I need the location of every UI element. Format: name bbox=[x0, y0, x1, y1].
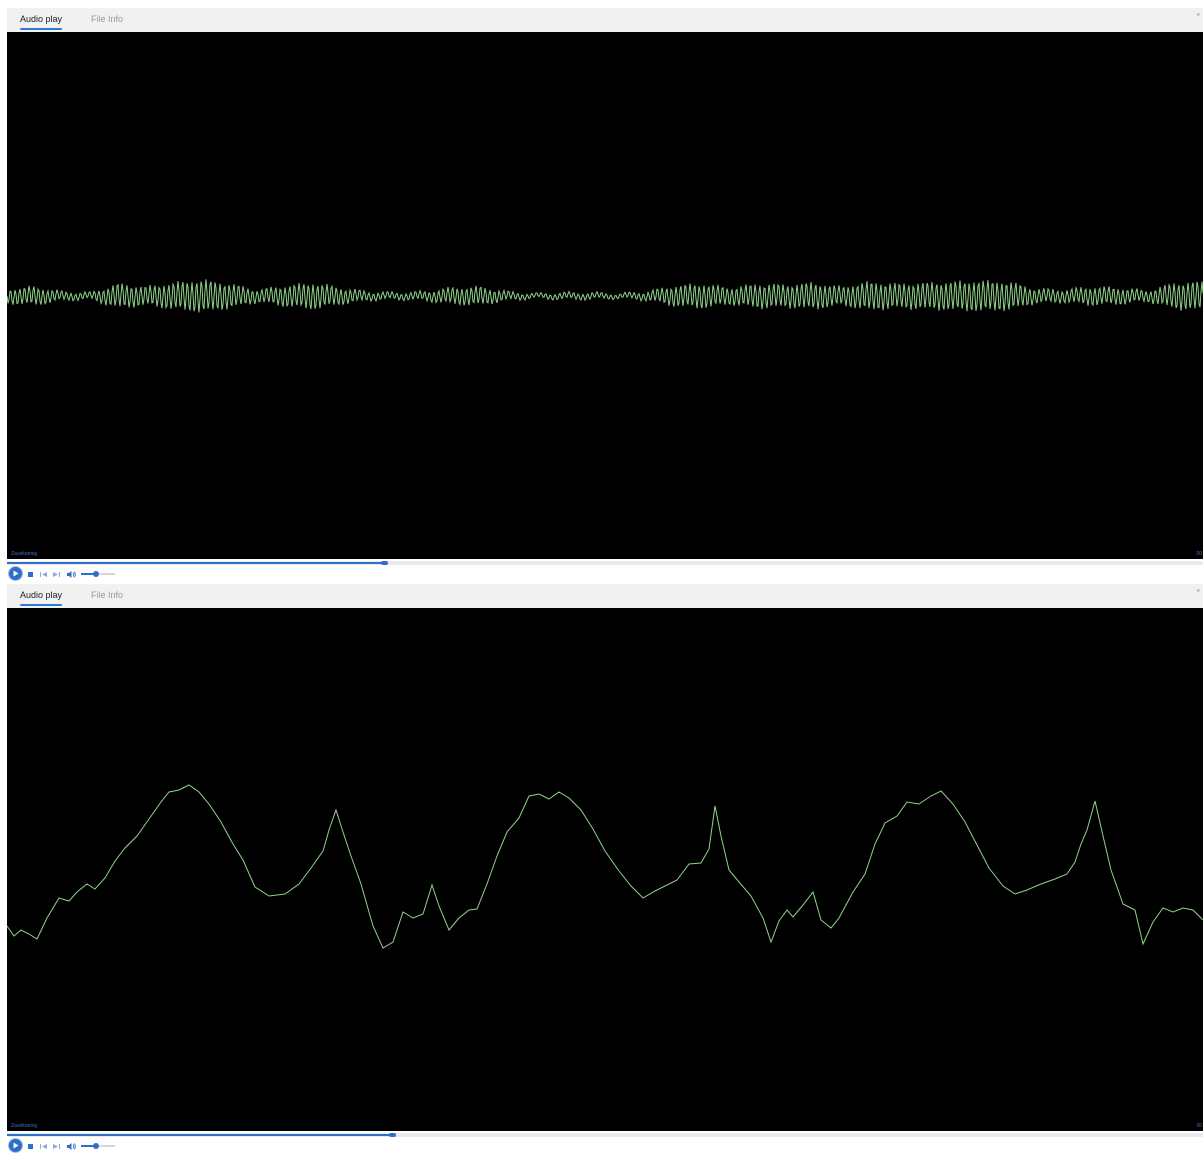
oscilloscope-view: Zaunkoenig 00 bbox=[7, 32, 1203, 559]
speaker-icon bbox=[66, 570, 76, 578]
next-icon bbox=[53, 1143, 60, 1149]
mute-button[interactable] bbox=[66, 1140, 76, 1152]
chevron-down-icon[interactable]: ▾ bbox=[1196, 588, 1200, 595]
seek-bar[interactable] bbox=[7, 561, 1203, 565]
volume-level bbox=[81, 573, 97, 575]
audio-player-1: Audio play File Info ▾ Zaunkoenig 00 bbox=[7, 8, 1203, 584]
volume-handle[interactable] bbox=[93, 571, 100, 577]
chevron-down-icon[interactable]: ▾ bbox=[1196, 12, 1200, 19]
next-button[interactable] bbox=[52, 1140, 61, 1152]
tab-audio-play[interactable]: Audio play bbox=[20, 589, 63, 606]
previous-icon bbox=[40, 571, 47, 577]
previous-button[interactable] bbox=[39, 568, 48, 580]
seek-progress bbox=[7, 562, 384, 564]
seek-bar[interactable] bbox=[7, 1133, 1203, 1137]
active-tab-indicator bbox=[20, 604, 63, 606]
waveform-line bbox=[7, 279, 1203, 313]
next-button[interactable] bbox=[52, 568, 61, 580]
track-name: Zaunkoenig bbox=[11, 551, 38, 557]
previous-icon bbox=[40, 1143, 47, 1149]
track-name: Zaunkoenig bbox=[11, 1123, 38, 1129]
seek-handle[interactable] bbox=[380, 561, 388, 565]
waveform-plot bbox=[7, 784, 1203, 949]
tab-file-info-label: File Info bbox=[91, 14, 124, 24]
stop-icon bbox=[28, 1143, 33, 1149]
tab-bar: Audio play File Info ▾ bbox=[7, 8, 1203, 33]
play-button[interactable] bbox=[9, 1139, 22, 1152]
next-icon bbox=[53, 571, 60, 577]
waveform-plot bbox=[7, 279, 1203, 313]
audio-player-2: Audio play File Info ▾ Zaunkoenig 00 bbox=[7, 584, 1203, 1156]
seek-progress bbox=[7, 1134, 393, 1136]
volume-slider[interactable] bbox=[81, 571, 115, 577]
tab-file-info[interactable]: File Info bbox=[91, 589, 123, 601]
volume-level bbox=[81, 1145, 97, 1147]
tab-audio-play[interactable]: Audio play bbox=[20, 13, 63, 30]
waveform-line bbox=[7, 784, 1203, 949]
speaker-icon bbox=[66, 1142, 76, 1150]
tab-file-info[interactable]: File Info bbox=[91, 13, 123, 25]
volume-handle[interactable] bbox=[93, 1143, 100, 1149]
tab-audio-play-label: Audio play bbox=[20, 14, 63, 24]
mute-button[interactable] bbox=[66, 568, 76, 580]
tab-audio-play-label: Audio play bbox=[20, 590, 63, 600]
end-time: 00 bbox=[1196, 551, 1202, 557]
volume-slider[interactable] bbox=[81, 1143, 115, 1149]
stop-button[interactable] bbox=[27, 568, 34, 580]
transport-controls bbox=[7, 566, 1203, 582]
tab-bar: Audio play File Info ▾ bbox=[7, 584, 1203, 609]
end-time: 00 bbox=[1196, 1123, 1202, 1129]
play-icon bbox=[13, 1142, 19, 1149]
stop-icon bbox=[28, 571, 33, 577]
oscilloscope-view: Zaunkoenig 00 bbox=[7, 608, 1203, 1131]
seek-handle[interactable] bbox=[389, 1133, 397, 1137]
previous-button[interactable] bbox=[39, 1140, 48, 1152]
play-icon bbox=[13, 570, 19, 577]
active-tab-indicator bbox=[20, 28, 63, 30]
tab-file-info-label: File Info bbox=[91, 590, 124, 600]
transport-controls bbox=[7, 1138, 1203, 1154]
play-button[interactable] bbox=[9, 567, 22, 580]
stop-button[interactable] bbox=[27, 1140, 34, 1152]
